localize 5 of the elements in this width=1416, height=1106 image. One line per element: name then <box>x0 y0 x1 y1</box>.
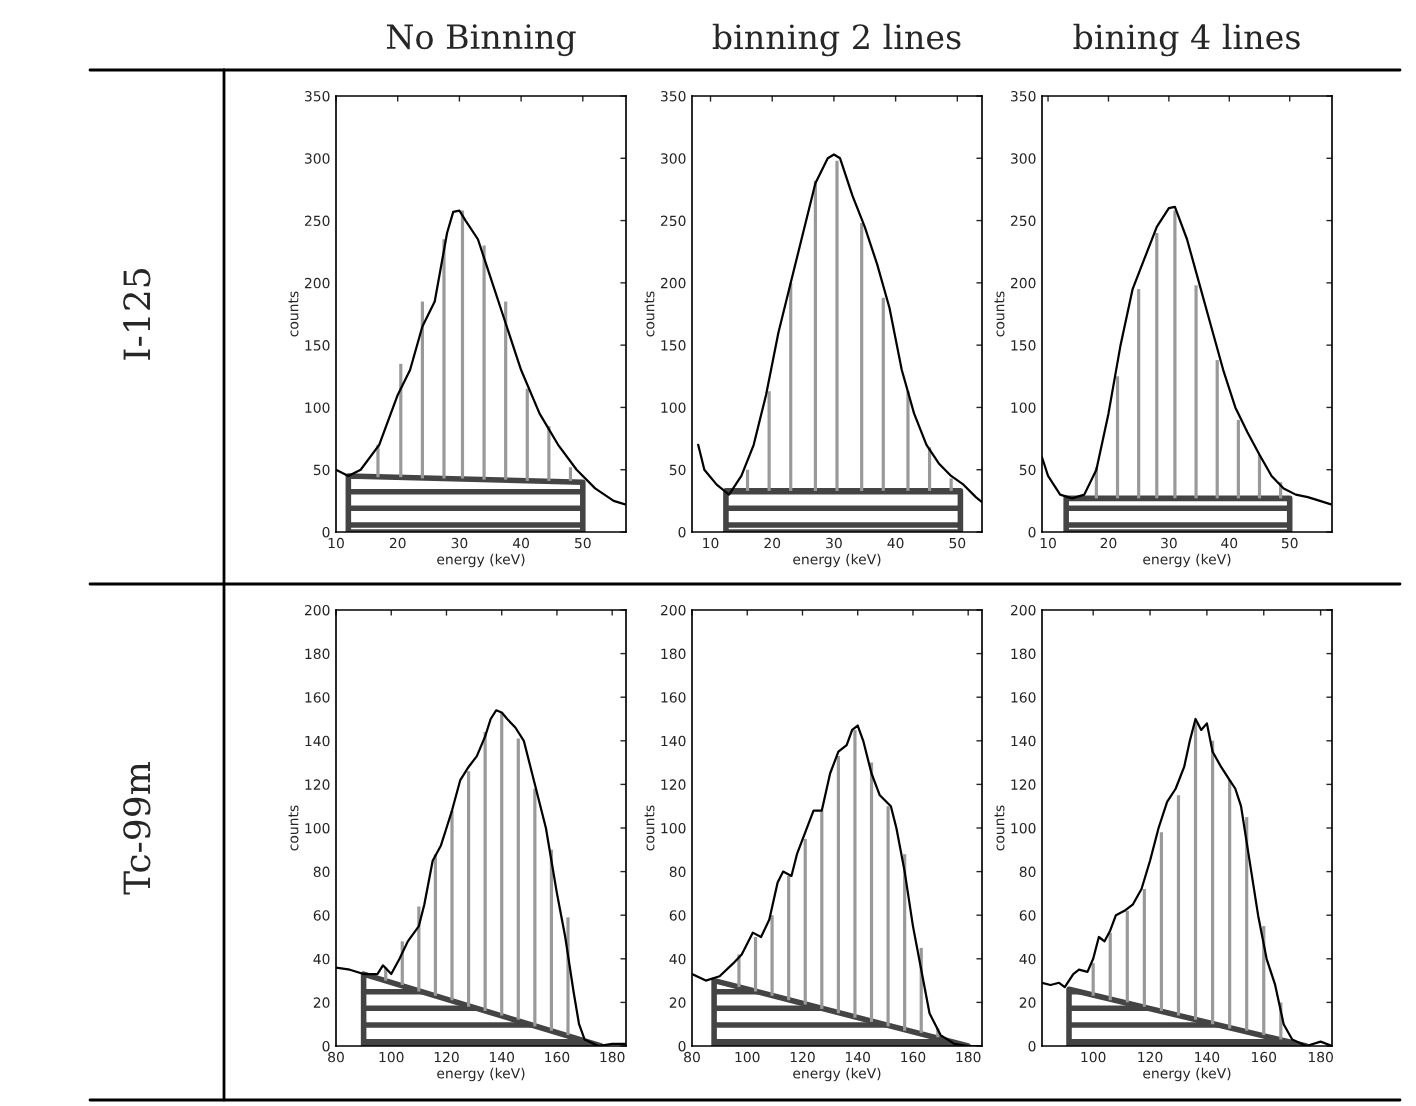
chart-title: No Binning <box>386 24 576 57</box>
chart-title: binning 2 lines <box>712 23 961 57</box>
chart-title: bining 4 lines <box>1073 23 1300 57</box>
text: I-125 <box>123 269 151 360</box>
text: Tc-99m <box>123 762 151 895</box>
